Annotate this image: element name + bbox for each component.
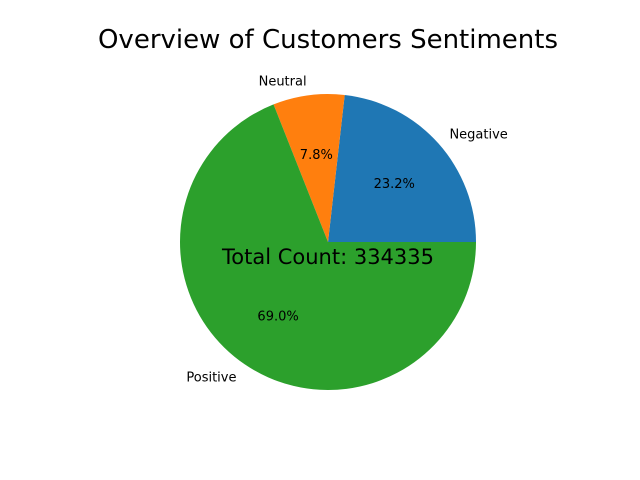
chart-title: Overview of Customers Sentiments [98,25,558,55]
pie-slice-positive [180,104,476,391]
percent-label-positive: 69.0% [257,309,298,324]
pie-slices [180,94,476,391]
percent-label-negative: 23.2% [374,177,415,192]
category-label-neutral: Neutral [259,75,307,90]
category-label-negative: Negative [449,128,507,143]
total-count-annotation: Total Count: 334335 [221,245,434,269]
category-label-positive: Positive [186,371,236,386]
pie-slice-neutral [273,94,345,242]
pie-slice-negative [328,94,476,242]
pie-labels: 23.2% Negative 7.8% Neutral 69.0% Positive [186,75,507,386]
percent-label-neutral: 7.8% [300,148,333,163]
